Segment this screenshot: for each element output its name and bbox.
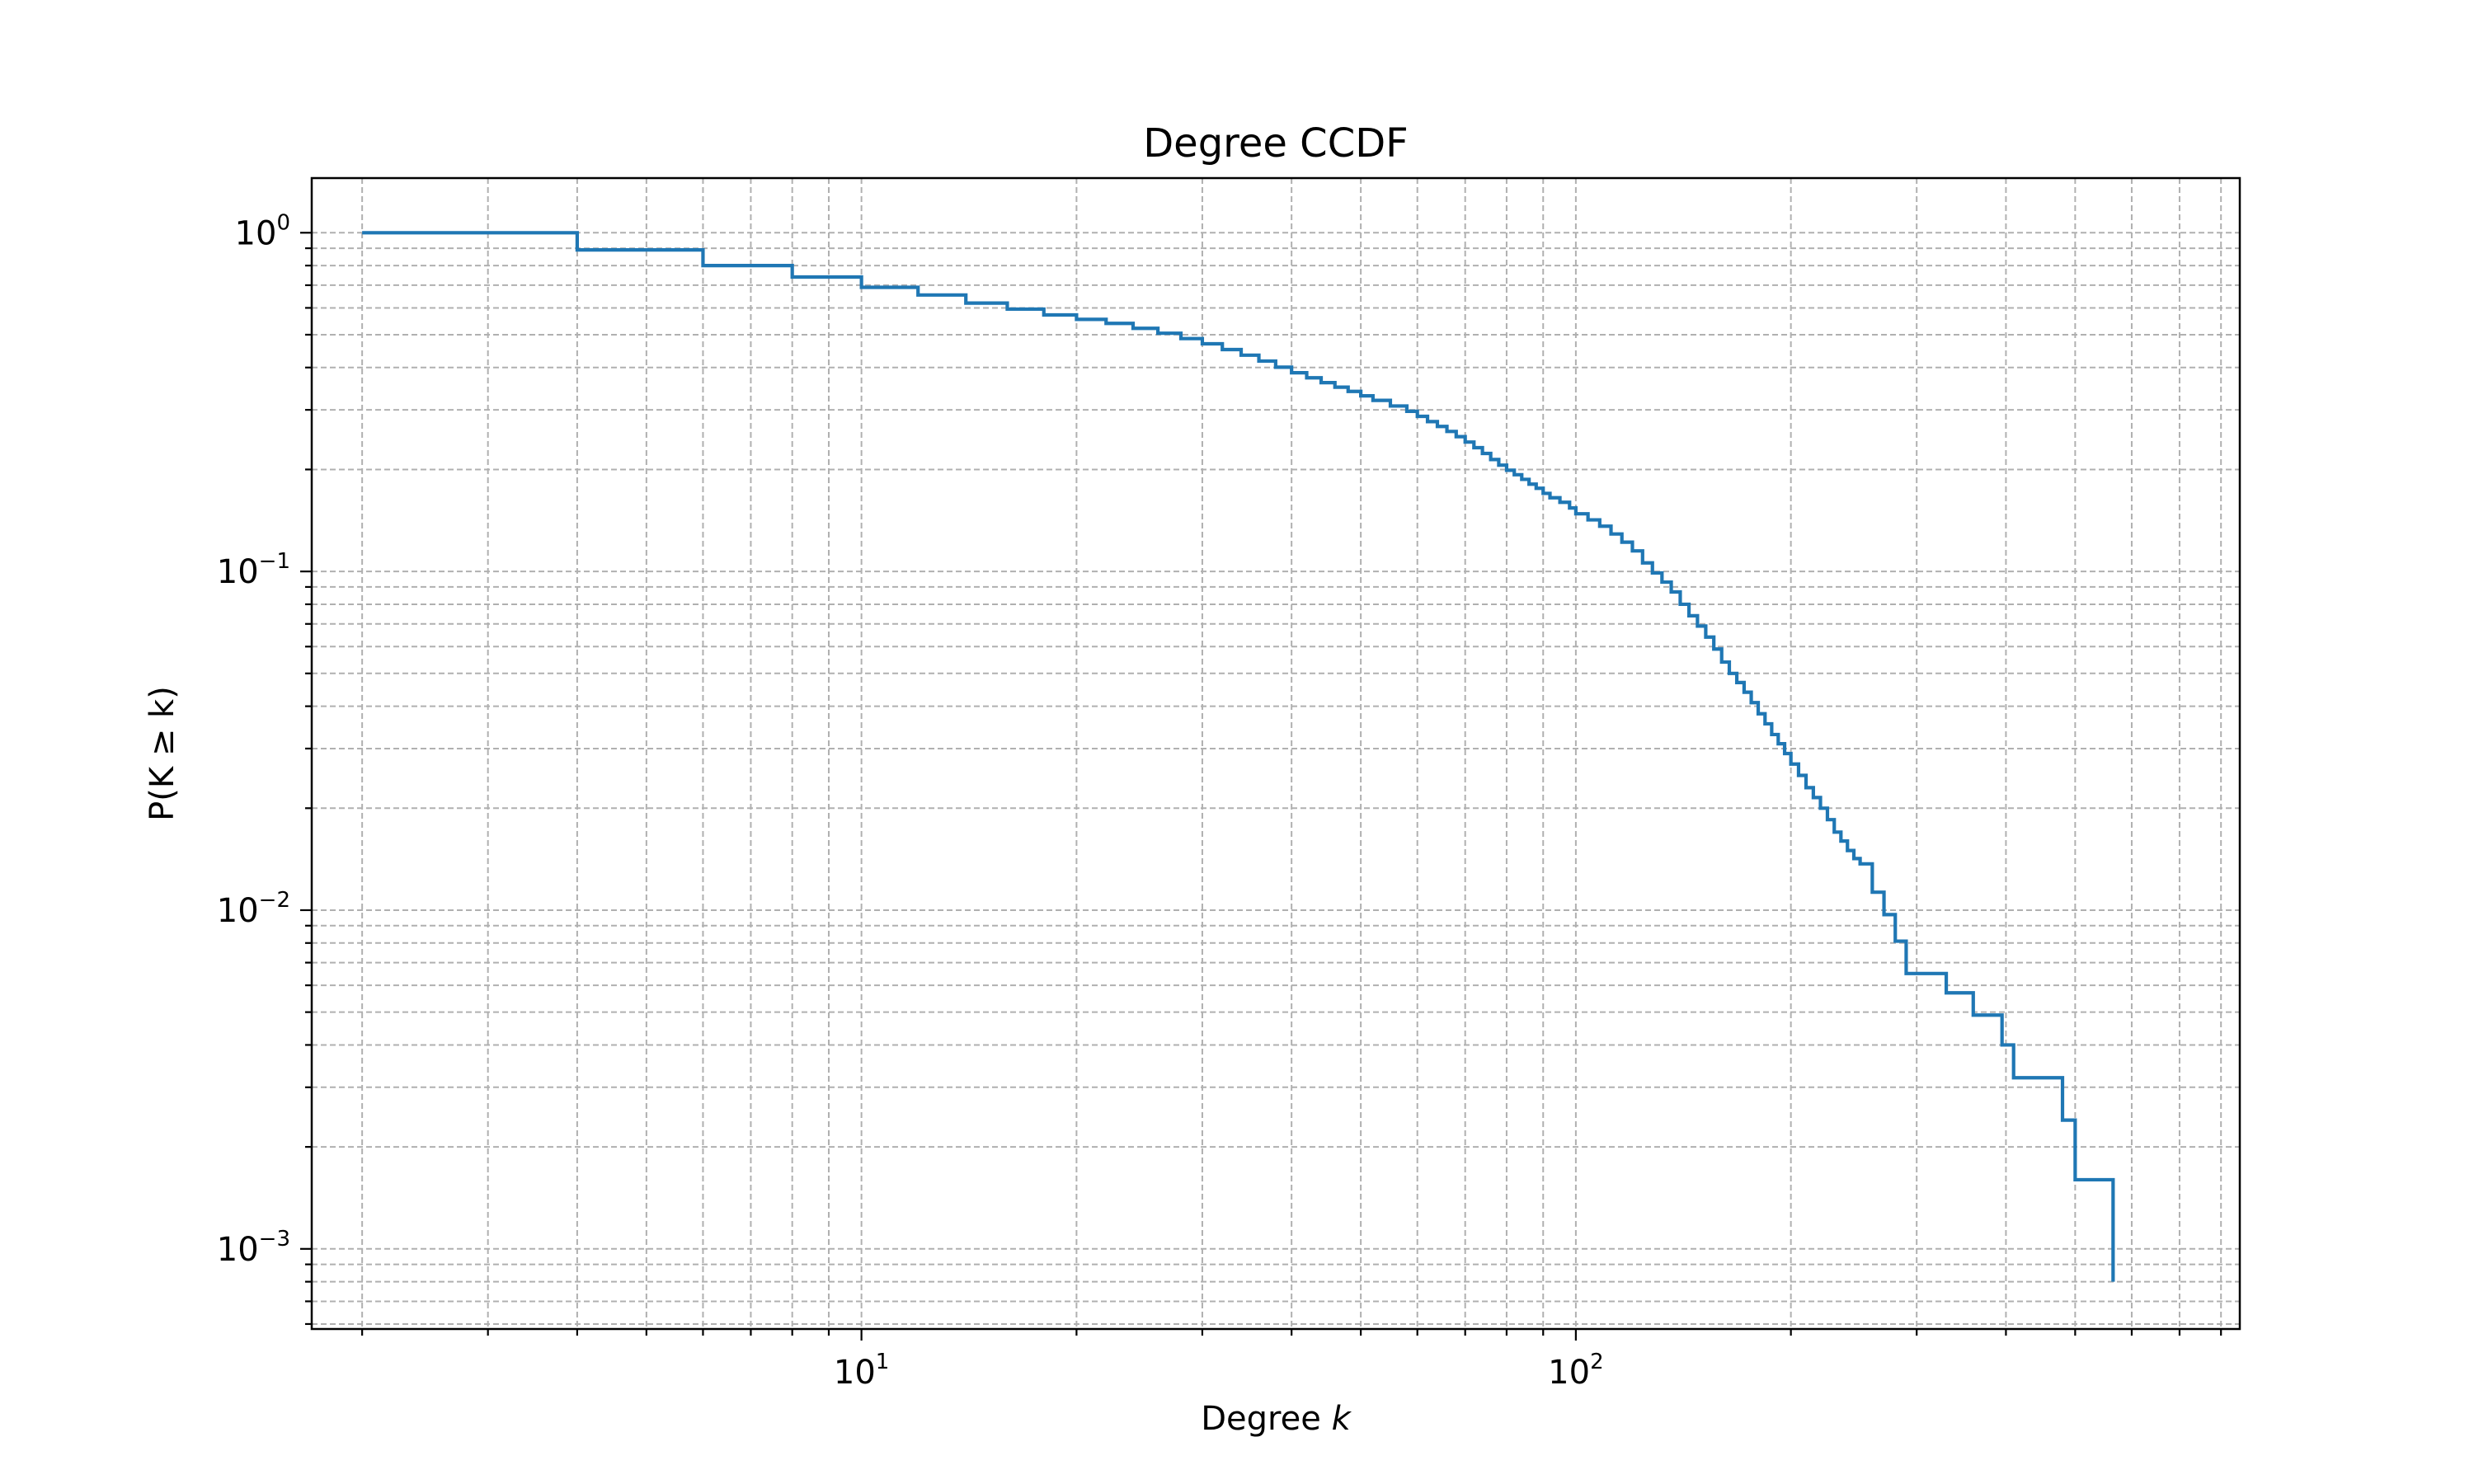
y-tick-label-exponent: −2	[259, 888, 290, 913]
y-tick-label-base: 10	[217, 892, 259, 930]
x-tick-label: 101	[834, 1350, 889, 1392]
y-axis-label: P(K ≥ k)	[143, 686, 181, 821]
y-tick-label-exponent: −1	[259, 549, 290, 574]
y-tick-label-exponent: −3	[259, 1227, 290, 1252]
y-tick-label: 10−1	[217, 549, 290, 591]
x-axis-label-prefix: Degree	[1201, 1400, 1331, 1438]
y-tick-label-base: 10	[235, 214, 277, 252]
x-axis-label-variable: k	[1332, 1400, 1352, 1438]
chart-title: Degree CCDF	[1143, 120, 1409, 167]
ccdf-series-line	[362, 231, 2115, 1282]
plot-frame	[310, 176, 2241, 1331]
series-layer	[362, 231, 2115, 1282]
x-axis-label: Degree k	[1201, 1400, 1352, 1438]
x-tick-label-base: 10	[1548, 1354, 1590, 1392]
x-tick-label-exponent: 2	[1590, 1350, 1604, 1374]
y-tick-label: 10−2	[217, 888, 290, 930]
x-tick-label-exponent: 1	[876, 1350, 890, 1374]
y-tick-label-exponent: 0	[276, 210, 290, 235]
y-tick-label: 10−3	[217, 1227, 290, 1269]
y-tick-label-base: 10	[217, 553, 259, 591]
x-tick-label: 102	[1548, 1350, 1603, 1392]
y-tick-label: 100	[235, 210, 290, 252]
y-tick-label-base: 10	[217, 1231, 259, 1269]
x-tick-label-base: 10	[834, 1354, 876, 1392]
